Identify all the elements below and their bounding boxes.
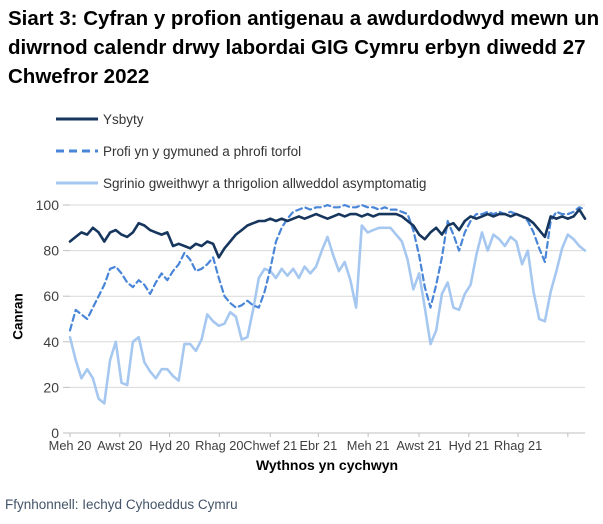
y-tick-label: 80	[43, 243, 59, 259]
x-tick-label: Chwef 21	[243, 438, 297, 453]
legend-line-swatch	[56, 149, 98, 153]
legend-item-2: Profi yn y gymuned a phrofi torfol	[55, 135, 426, 167]
y-tick-label: 20	[43, 379, 59, 395]
x-axis-title: Wythnos yn cychwyn	[255, 457, 399, 473]
legend-line-swatch	[56, 117, 98, 121]
legend-item-3: Sgrinio gweithwyr a thrigolion allweddol…	[55, 167, 426, 199]
series-line-3	[68, 224, 587, 405]
x-tick-label: Ebr 21	[299, 438, 337, 453]
x-tick-label: Rhag 20	[195, 438, 243, 453]
legend-label: Sgrinio gweithwyr a thrigolion allweddol…	[103, 175, 427, 191]
y-axis-title: Canran	[10, 293, 26, 340]
x-tick-label: Hyd 21	[449, 438, 490, 453]
legend-label: Profi yn y gymuned a phrofi torfol	[103, 143, 302, 159]
chart-legend: Ysbyty Profi yn y gymuned a phrofi torfol…	[55, 103, 426, 199]
legend-line-swatch	[56, 181, 98, 185]
legend-item-1: Ysbyty	[55, 103, 426, 135]
source-note: Ffynhonnell: Iechyd Cyhoeddus Cymru	[5, 497, 238, 512]
legend-label: Ysbyty	[103, 111, 144, 127]
x-tick-label: Awst 21	[396, 438, 441, 453]
y-tick-label: 0	[51, 425, 59, 441]
y-tick-label: 100	[36, 197, 60, 213]
y-tick-label: 40	[43, 334, 59, 350]
x-tick-label: Meh 20	[49, 438, 92, 453]
chart-title: Siart 3: Cyfran y profion antigenau a aw…	[8, 7, 600, 89]
series-line-1	[68, 208, 587, 259]
x-tick-label: Rhag 21	[494, 438, 542, 453]
x-tick-label: Hyd 20	[149, 438, 190, 453]
x-tick-label: Awst 20	[97, 438, 142, 453]
y-tick-label: 60	[43, 288, 59, 304]
series-line-2	[68, 203, 587, 332]
x-tick-label: Meh 21	[347, 438, 390, 453]
